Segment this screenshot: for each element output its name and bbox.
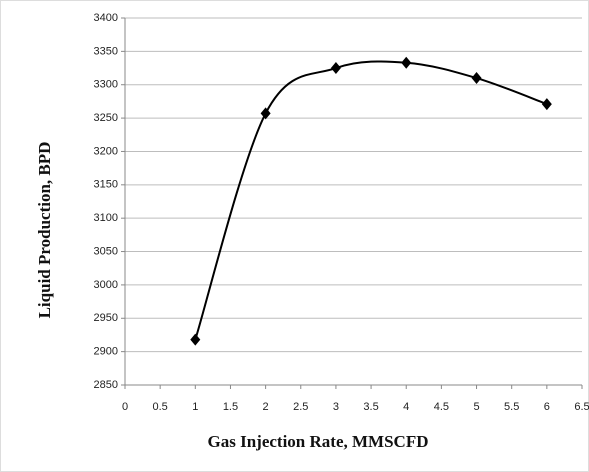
x-tick-label: 0 (122, 401, 128, 413)
point (190, 333, 201, 346)
y-tick-label: 3250 (94, 112, 118, 124)
y-tick-label: 2900 (94, 346, 118, 358)
y-tick-label: 3350 (94, 45, 118, 57)
y-tick-label: 3300 (94, 79, 118, 91)
y-tick-label: 3000 (94, 279, 118, 291)
x-tick-label: 5.5 (504, 401, 519, 413)
x-tick-label: 0.5 (153, 401, 168, 413)
x-tick-label: 6 (544, 401, 550, 413)
x-tick-label: 2 (263, 401, 269, 413)
y-tick-label: 3150 (94, 179, 118, 191)
x-tick-label: 3 (333, 401, 339, 413)
x-tick-label: 2.5 (293, 401, 308, 413)
point (401, 56, 412, 69)
y-tick-label: 2850 (94, 379, 118, 391)
y-axis-title: Liquid Production, BPD (35, 142, 54, 319)
x-tick-label: 5 (473, 401, 479, 413)
x-tick-label: 4.5 (434, 401, 449, 413)
x-tick-label: 1.5 (223, 401, 238, 413)
y-tick-label: 3050 (94, 245, 118, 257)
point (471, 72, 482, 85)
point (541, 98, 552, 111)
x-tick-label: 4 (403, 401, 409, 413)
y-tick-label: 3100 (94, 212, 118, 224)
x-axis-title: Gas Injection Rate, MMSCFD (208, 432, 429, 451)
y-tick-label: 3200 (94, 145, 118, 157)
point (330, 62, 341, 75)
x-tick-label: 1 (192, 401, 198, 413)
x-tick-label: 3.5 (363, 401, 378, 413)
y-tick-label: 2950 (94, 312, 118, 324)
point (260, 107, 271, 120)
x-tick-label: 6.5 (574, 401, 589, 413)
y-tick-label: 3400 (94, 12, 118, 24)
